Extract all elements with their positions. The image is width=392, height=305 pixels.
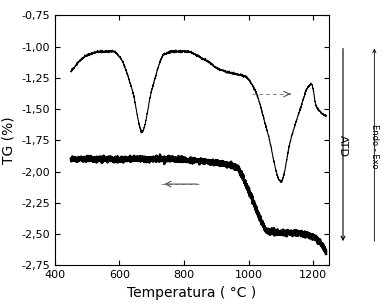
Y-axis label: TG (%): TG (%) bbox=[2, 117, 16, 164]
X-axis label: Temperatura ( °C ): Temperatura ( °C ) bbox=[127, 286, 257, 300]
Text: ATD: ATD bbox=[338, 135, 348, 157]
Text: Endo - Exo: Endo - Exo bbox=[370, 124, 379, 169]
